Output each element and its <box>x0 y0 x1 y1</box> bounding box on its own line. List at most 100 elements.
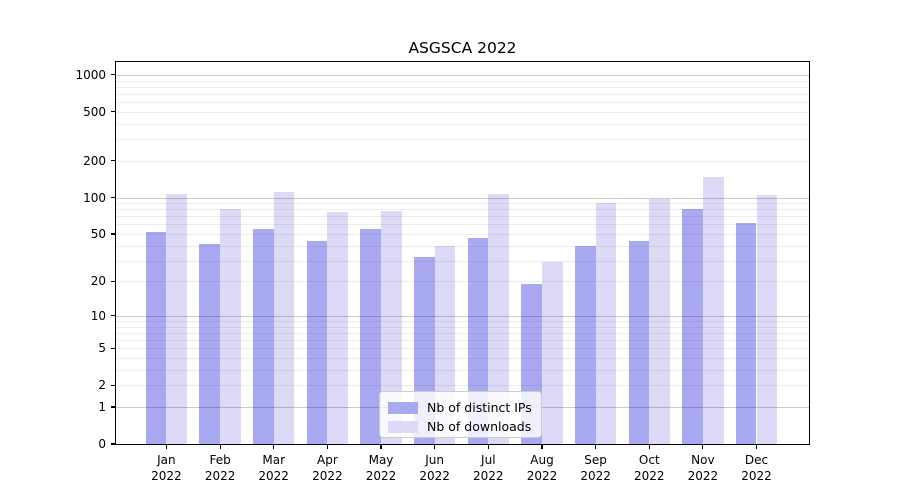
minor-gridline-40 <box>115 245 810 247</box>
y-tick-1000 <box>111 74 115 76</box>
minor-gridline-400 <box>115 123 810 125</box>
legend-swatch-downloads <box>388 420 418 433</box>
x-tick-label-may: May 2022 <box>354 452 408 484</box>
y-tick-label-2: 2 <box>98 378 106 393</box>
minor-gridline-700 <box>115 94 810 95</box>
bar-mar-downloads <box>273 191 295 445</box>
bar-sep-ips <box>574 245 596 445</box>
y-tick-label-200: 200 <box>83 153 106 168</box>
x-tick-feb <box>219 444 221 449</box>
x-label-year: 2022 <box>258 469 289 483</box>
x-label-month: Jun <box>425 453 444 467</box>
minor-gridline-600 <box>115 102 810 104</box>
x-label-month: Aug <box>530 453 554 467</box>
x-tick-may <box>380 444 382 449</box>
x-label-month: Nov <box>691 453 715 467</box>
minor-gridline-60 <box>115 224 810 226</box>
x-tick-label-aug: Aug 2022 <box>515 452 569 484</box>
x-tick-label-apr: Apr 2022 <box>300 452 354 484</box>
x-label-month: Feb <box>209 453 231 467</box>
x-label-year: 2022 <box>151 469 182 483</box>
minor-gridline-20 <box>115 281 810 283</box>
bar-nov-downloads <box>702 177 724 445</box>
x-label-month: Dec <box>744 453 769 467</box>
major-gridline-1000 <box>115 74 810 76</box>
x-label-year: 2022 <box>741 469 772 483</box>
x-label-year: 2022 <box>204 469 236 483</box>
legend-label-distinct-ips: Nb of distinct IPs <box>427 400 532 415</box>
minor-gridline-900 <box>115 80 810 82</box>
y-tick-1 <box>111 406 115 408</box>
minor-gridline-50 <box>115 234 810 235</box>
bar-sep-downloads <box>595 203 617 445</box>
legend-item-distinct-ips: Nb of distinct IPs <box>388 398 533 417</box>
minor-gridline-800 <box>115 86 810 88</box>
bar-mar-ips <box>253 229 274 445</box>
y-tick-500 <box>111 111 115 113</box>
bar-aug-downloads <box>542 262 563 445</box>
x-tick-label-jul: Jul 2022 <box>461 452 515 484</box>
x-tick-label-mar: Mar 2022 <box>247 452 301 484</box>
y-tick-5 <box>111 347 115 349</box>
minor-gridline-3 <box>115 369 810 371</box>
x-tick-jul <box>487 444 489 449</box>
x-tick-label-dec: Dec 2022 <box>730 452 784 484</box>
x-label-month: Oct <box>638 453 660 467</box>
x-tick-label-nov: Nov 2022 <box>676 452 730 484</box>
y-tick-label-500: 500 <box>83 104 106 119</box>
x-label-month: Apr <box>317 453 338 467</box>
x-label-month: Sep <box>584 453 607 467</box>
bar-oct-downloads <box>649 198 670 445</box>
y-tick-label-100: 100 <box>83 190 106 205</box>
y-tick-10 <box>111 315 115 317</box>
x-tick-jan <box>165 444 167 449</box>
minor-gridline-90 <box>115 203 810 204</box>
x-tick-dec <box>755 444 758 449</box>
bar-may-ips <box>360 229 381 445</box>
bar-nov-ips <box>682 209 703 445</box>
bar-jul-downloads <box>488 194 509 445</box>
x-tick-label-oct: Oct 2022 <box>622 452 676 484</box>
x-tick-apr <box>326 444 328 449</box>
x-label-year: 2022 <box>312 469 343 483</box>
bar-dec-ips <box>735 222 757 445</box>
bar-apr-ips <box>306 240 328 445</box>
x-label-month: Mar <box>262 453 285 467</box>
major-gridline-100 <box>115 197 810 199</box>
y-tick-label-10: 10 <box>90 308 106 323</box>
x-label-year: 2022 <box>580 469 611 483</box>
y-tick-0 <box>111 443 115 445</box>
x-tick-nov <box>702 444 704 449</box>
x-label-year: 2022 <box>419 469 450 483</box>
y-tick-label-5: 5 <box>98 341 106 356</box>
minor-gridline-500 <box>115 111 810 113</box>
x-tick-aug <box>541 444 543 449</box>
major-gridline-10 <box>115 315 810 317</box>
chart-title: ASGSCA 2022 <box>408 39 517 57</box>
y-tick-2 <box>111 384 115 386</box>
x-label-month: Jul <box>481 453 496 467</box>
bar-feb-downloads <box>220 209 241 445</box>
minor-gridline-4 <box>115 358 810 359</box>
x-label-month: May <box>368 453 394 467</box>
minor-gridline-7 <box>115 332 810 334</box>
x-label-year: 2022 <box>687 469 719 483</box>
x-tick-label-feb: Feb 2022 <box>193 452 247 484</box>
bar-oct-ips <box>628 240 650 445</box>
x-label-month: Jan <box>157 453 176 467</box>
minor-gridline-200 <box>115 160 810 162</box>
minor-gridline-300 <box>115 139 810 141</box>
y-tick-100 <box>111 196 115 199</box>
bar-jan-downloads <box>166 194 188 445</box>
x-tick-oct <box>648 444 650 449</box>
minor-gridline-8 <box>115 326 810 328</box>
x-tick-mar <box>273 444 275 449</box>
bar-may-downloads <box>381 211 402 445</box>
y-tick-20 <box>111 280 115 282</box>
minor-gridline-70 <box>115 216 810 218</box>
y-tick-label-1: 1 <box>98 400 106 414</box>
x-label-year: 2022 <box>365 469 397 483</box>
legend-swatch-distinct-ips <box>388 401 418 414</box>
y-tick-label-1000: 1000 <box>75 67 106 82</box>
x-tick-label-jun: Jun 2022 <box>408 452 462 484</box>
